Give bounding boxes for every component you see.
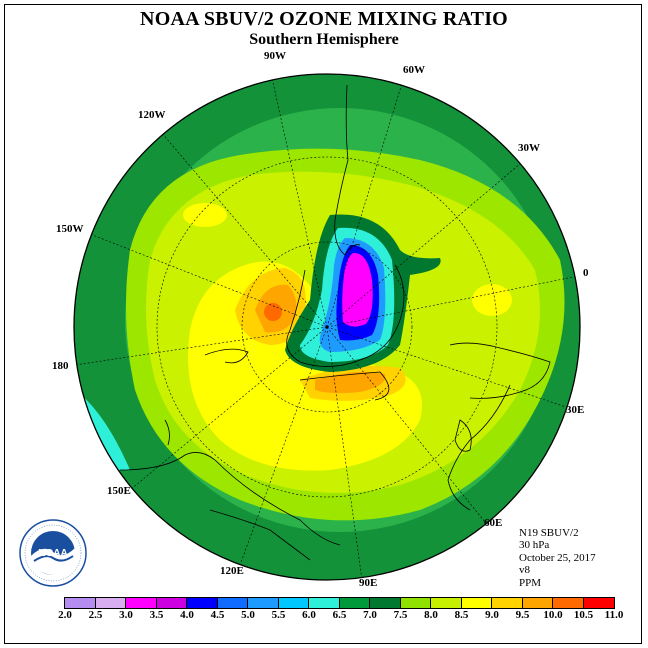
- color-scale-tick-label: 6.5: [332, 609, 347, 621]
- color-scale-tick-label: 10.5: [573, 609, 594, 621]
- satellite-label: N19 SBUV/2: [519, 527, 579, 539]
- color-scale-swatch: [431, 598, 462, 608]
- date-label: October 25, 2017: [519, 551, 596, 564]
- color-scale-tick-label: 6.0: [302, 609, 316, 621]
- color-scale: [64, 597, 615, 609]
- color-scale-tick-label: 5.5: [271, 609, 286, 621]
- color-scale-tick-label: 3.5: [149, 609, 164, 621]
- longitude-label-90w: 90W: [264, 50, 286, 62]
- units-label: PPM: [519, 576, 542, 589]
- color-scale-tick-label: 7.0: [363, 609, 377, 621]
- longitude-label-0: 0: [583, 267, 589, 279]
- color-scale-swatch: [278, 598, 309, 608]
- ozone-region-dark-orange: [264, 303, 282, 321]
- longitude-label-30w: 30W: [518, 142, 540, 154]
- color-scale-swatch: [156, 598, 187, 608]
- color-scale-swatch: [65, 598, 96, 608]
- version-label: v8: [519, 564, 530, 577]
- color-scale-tick-label: 10.0: [543, 609, 563, 621]
- color-scale-swatch: [553, 598, 584, 608]
- noaa-logo: NOAA: [19, 519, 87, 587]
- color-scale-tick-label: 9.5: [515, 609, 530, 621]
- longitude-label-90e: 90E: [359, 577, 378, 589]
- longitude-label-120e: 120E: [220, 565, 244, 577]
- color-scale-swatch: [309, 598, 340, 608]
- longitude-label-30e: 30E: [566, 404, 585, 416]
- color-scale-tick-label: 11.0: [604, 609, 624, 621]
- color-scale-tick-label: 5.0: [241, 609, 255, 621]
- color-scale-tick-label: 3.0: [119, 609, 133, 621]
- color-scale-swatch: [522, 598, 553, 608]
- color-scale-swatch: [95, 598, 126, 608]
- color-scale-tick-label: 4.5: [210, 609, 225, 621]
- ozone-field: [74, 74, 580, 580]
- color-scale-tick-label: 2.5: [88, 609, 103, 621]
- ozone-region-yellow-small: [183, 203, 227, 227]
- longitude-label-150e: 150E: [107, 485, 131, 497]
- logo-text: NOAA: [38, 548, 67, 559]
- color-scale-swatch: [400, 598, 431, 608]
- color-scale-tick-label: 4.0: [180, 609, 194, 621]
- color-scale-swatch: [248, 598, 279, 608]
- ozone-region-magenta: [342, 252, 373, 327]
- figure-frame: [4, 4, 642, 644]
- longitude-label-180: 180: [52, 360, 69, 372]
- color-scale-swatch: [126, 598, 157, 608]
- color-scale-tick-label: 8.5: [454, 609, 469, 621]
- pressure-level-label: 30 hPa: [519, 539, 550, 552]
- longitude-label-150w: 150W: [56, 223, 84, 235]
- product-info: N19 SBUV/2 30 hPa October 25, 2017 v8 PP…: [519, 527, 596, 589]
- color-scale-swatch: [583, 598, 614, 608]
- map-title: NOAA SBUV/2 OZONE MIXING RATIO: [140, 8, 508, 30]
- longitude-label-60e: 60E: [484, 517, 503, 529]
- map-subtitle: Southern Hemisphere: [249, 31, 399, 48]
- color-scale-swatch: [492, 598, 523, 608]
- color-scale-swatch: [461, 598, 492, 608]
- color-scale-swatch: [217, 598, 248, 608]
- color-scale-ticks: 2.0 2.5 3.0 3.5 4.0 4.5 5.0 5.5 6.0 6.5 7.0 7.5 8.0 8…: [0, 609, 648, 623]
- longitude-label-60w: 60W: [403, 64, 425, 76]
- color-scale-tick-label: 9.0: [485, 609, 499, 621]
- color-scale-swatch: [187, 598, 218, 608]
- ozone-region-yellow-small: [472, 284, 512, 316]
- color-scale-tick-label: 8.0: [424, 609, 438, 621]
- color-scale-swatch: [339, 598, 370, 608]
- map-boundary: [73, 73, 581, 581]
- coastlines: [119, 84, 551, 561]
- color-scale-swatch: [370, 598, 401, 608]
- color-scale-tick-label: 2.0: [58, 609, 72, 621]
- graticule: [74, 77, 579, 580]
- longitude-label-120w: 120W: [138, 109, 166, 121]
- color-scale-tick-label: 7.5: [393, 609, 408, 621]
